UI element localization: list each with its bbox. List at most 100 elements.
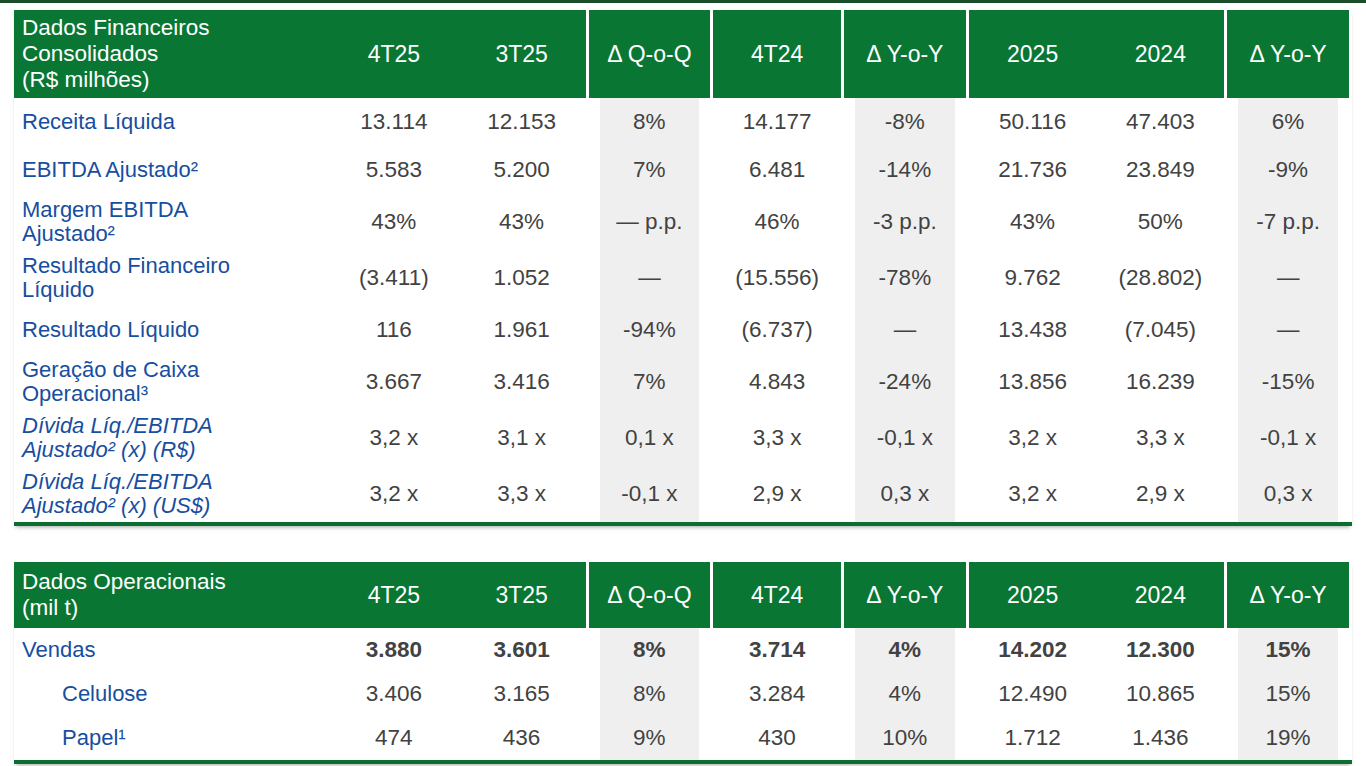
data-cell: 21.736 xyxy=(969,146,1097,194)
row-label: Papel¹ xyxy=(14,716,330,760)
data-cell: (28.802) xyxy=(1097,250,1225,306)
column-header: 3T25 xyxy=(458,10,586,98)
data-cell: 1.712 xyxy=(969,716,1097,760)
data-cell: 7% xyxy=(586,354,714,410)
data-cell: (7.045) xyxy=(1097,306,1225,354)
financial-table-section: Dados FinanceirosConsolidados(R$ milhões… xyxy=(14,10,1352,526)
data-cell: -3 p.p. xyxy=(841,194,969,250)
data-cell: (6.737) xyxy=(713,306,841,354)
data-cell: 43% xyxy=(969,194,1097,250)
table-row: EBITDA Ajustado²5.5835.2007%6.481-14%21.… xyxy=(14,146,1352,194)
table-row: Dívida Líq./EBITDA Ajustado² (x) (R$)3,2… xyxy=(14,410,1352,466)
data-cell: 2,9 x xyxy=(713,466,841,522)
data-cell: 15% xyxy=(1224,628,1352,672)
data-cell: 4% xyxy=(841,672,969,716)
data-cell: 3.165 xyxy=(458,672,586,716)
data-cell: 14.202 xyxy=(969,628,1097,672)
data-cell: 23.849 xyxy=(1097,146,1225,194)
data-cell: 10% xyxy=(841,716,969,760)
data-cell: 3.416 xyxy=(458,354,586,410)
data-cell: 5.583 xyxy=(330,146,458,194)
row-label: Resultado Financeiro Líquido xyxy=(14,250,330,306)
table-title-line: (R$ milhões) xyxy=(22,67,329,93)
data-cell: 0,3 x xyxy=(841,466,969,522)
data-cell: 2,9 x xyxy=(1097,466,1225,522)
data-cell: 16.239 xyxy=(1097,354,1225,410)
data-cell: 13.114 xyxy=(330,98,458,146)
column-header: 3T25 xyxy=(458,562,586,628)
data-cell: -14% xyxy=(841,146,969,194)
data-cell: 43% xyxy=(330,194,458,250)
table-title-line: Dados Operacionais xyxy=(22,569,329,595)
row-label: Celulose xyxy=(14,672,330,716)
column-header: Δ Q-o-Q xyxy=(586,562,714,628)
data-cell: 3,2 x xyxy=(969,466,1097,522)
data-cell: — xyxy=(1224,250,1352,306)
data-cell: 3.667 xyxy=(330,354,458,410)
column-header: Δ Q-o-Q xyxy=(586,10,714,98)
data-cell: 3,3 x xyxy=(1097,410,1225,466)
data-cell: — p.p. xyxy=(586,194,714,250)
table-title: Dados FinanceirosConsolidados(R$ milhões… xyxy=(14,10,330,98)
data-cell: — xyxy=(586,250,714,306)
data-cell: -0,1 x xyxy=(841,410,969,466)
data-cell: 430 xyxy=(713,716,841,760)
data-cell: 4.843 xyxy=(713,354,841,410)
data-cell: 3.284 xyxy=(713,672,841,716)
column-header: 4T24 xyxy=(713,562,841,628)
data-cell: -94% xyxy=(586,306,714,354)
data-cell: 3,1 x xyxy=(458,410,586,466)
column-header: 2024 xyxy=(1097,562,1225,628)
data-cell: 6% xyxy=(1224,98,1352,146)
data-cell: — xyxy=(1224,306,1352,354)
data-cell: -15% xyxy=(1224,354,1352,410)
table-title-line: Dados Financeiros xyxy=(22,15,329,41)
data-cell: 10.865 xyxy=(1097,672,1225,716)
table-row: Celulose3.4063.1658%3.2844%12.49010.8651… xyxy=(14,672,1352,716)
data-cell: 50.116 xyxy=(969,98,1097,146)
table-row: Resultado Líquido1161.961-94%(6.737)—13.… xyxy=(14,306,1352,354)
operational-table-section: Dados Operacionais(mil t) 4T253T25Δ Q-o-… xyxy=(14,562,1352,764)
data-cell: 0,1 x xyxy=(586,410,714,466)
data-cell: 8% xyxy=(586,672,714,716)
data-cell: 3.601 xyxy=(458,628,586,672)
data-cell: 43% xyxy=(458,194,586,250)
data-cell: 9% xyxy=(586,716,714,760)
data-cell: 1.961 xyxy=(458,306,586,354)
column-header: 2025 xyxy=(969,562,1097,628)
row-label: EBITDA Ajustado² xyxy=(14,146,330,194)
row-label: Geração de Caixa Operacional³ xyxy=(14,354,330,410)
header-row: Dados Operacionais(mil t) 4T253T25Δ Q-o-… xyxy=(14,562,1352,628)
table-title-line: (mil t) xyxy=(22,595,329,621)
data-cell: 474 xyxy=(330,716,458,760)
data-cell: -7 p.p. xyxy=(1224,194,1352,250)
column-header: Δ Y-o-Y xyxy=(1224,562,1352,628)
data-cell: 7% xyxy=(586,146,714,194)
data-cell: 8% xyxy=(586,628,714,672)
header-row: Dados FinanceirosConsolidados(R$ milhões… xyxy=(14,10,1352,98)
data-cell: 5.200 xyxy=(458,146,586,194)
table-row: Receita Líquida13.11412.1538%14.177-8%50… xyxy=(14,98,1352,146)
data-cell: 3.406 xyxy=(330,672,458,716)
column-header: Δ Y-o-Y xyxy=(841,10,969,98)
table-title-line: Consolidados xyxy=(22,41,329,67)
data-cell: 0,3 x xyxy=(1224,466,1352,522)
column-header: 4T25 xyxy=(330,10,458,98)
data-cell: (15.556) xyxy=(713,250,841,306)
data-cell: -0,1 x xyxy=(1224,410,1352,466)
data-cell: -8% xyxy=(841,98,969,146)
column-header: 4T24 xyxy=(713,10,841,98)
row-label: Dívida Líq./EBITDA Ajustado² (x) (US$) xyxy=(14,466,330,522)
table-body: Vendas3.8803.6018%3.7144%14.20212.30015%… xyxy=(14,628,1352,760)
data-cell: 12.300 xyxy=(1097,628,1225,672)
table-title: Dados Operacionais(mil t) xyxy=(14,562,330,628)
table-row: Vendas3.8803.6018%3.7144%14.20212.30015% xyxy=(14,628,1352,672)
data-cell: 8% xyxy=(586,98,714,146)
table-row: Resultado Financeiro Líquido(3.411)1.052… xyxy=(14,250,1352,306)
data-cell: 15% xyxy=(1224,672,1352,716)
row-label: Vendas xyxy=(14,628,330,672)
data-cell: (3.411) xyxy=(330,250,458,306)
data-cell: 1.052 xyxy=(458,250,586,306)
data-cell: 6.481 xyxy=(713,146,841,194)
column-header: 2025 xyxy=(969,10,1097,98)
